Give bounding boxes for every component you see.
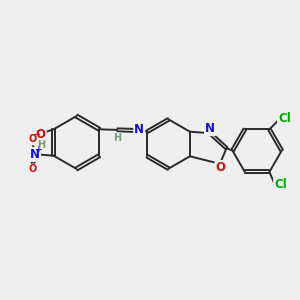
Text: O: O [28,134,37,145]
Text: H: H [113,133,122,143]
Text: O: O [215,161,226,174]
Text: N: N [30,148,40,161]
Text: N: N [205,122,215,135]
Text: Cl: Cl [274,178,287,191]
Text: N: N [134,123,144,136]
Text: O: O [36,128,46,141]
Text: −: − [33,130,41,140]
Text: O: O [28,164,37,175]
Text: Cl: Cl [278,112,291,125]
Text: H: H [37,140,45,150]
Text: +: + [35,145,43,154]
